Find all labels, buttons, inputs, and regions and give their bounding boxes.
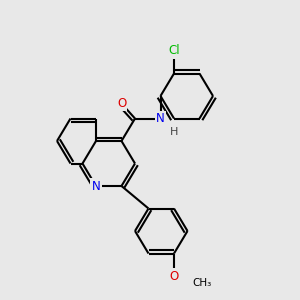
Text: O: O bbox=[117, 97, 126, 110]
Text: H: H bbox=[170, 127, 178, 137]
Text: CH₃: CH₃ bbox=[193, 278, 212, 289]
Text: Cl: Cl bbox=[168, 44, 180, 58]
Text: N: N bbox=[156, 112, 165, 125]
Text: O: O bbox=[169, 269, 178, 283]
Text: N: N bbox=[92, 179, 100, 193]
